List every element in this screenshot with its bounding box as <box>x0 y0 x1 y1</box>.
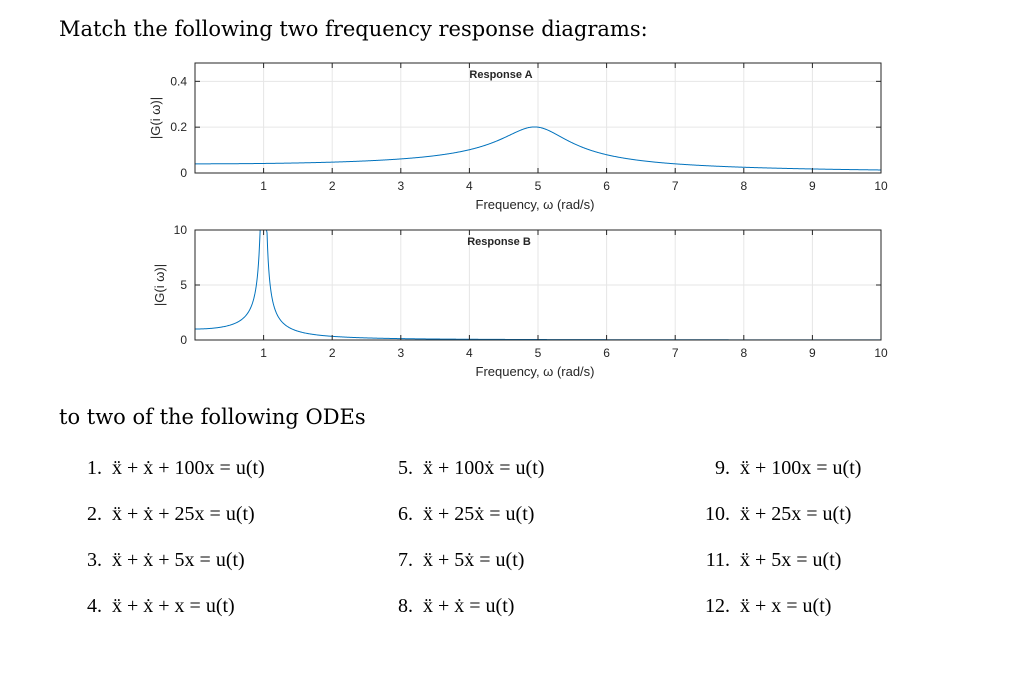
ode-number: 7. <box>398 549 413 571</box>
chart-title: Response B <box>467 236 531 248</box>
x-tick-label: 4 <box>466 346 473 360</box>
y-tick-label: 0 <box>180 166 187 180</box>
x-tick-label: 4 <box>466 179 473 193</box>
x-tick-label: 3 <box>397 346 404 360</box>
ode-equation: ẍ + 5ẋ = u(t) <box>423 549 525 571</box>
chart-a: 1 2 3 4 5 6 7 8 9 10 0 0.2 0.4 Response A Frequency, ω… <box>148 62 888 212</box>
ode-equation: ẍ + ẋ = u(t) <box>423 595 515 617</box>
ode-number: 3. <box>87 549 102 571</box>
chart-title: Response A <box>469 69 532 81</box>
x-tick-label: 9 <box>809 179 816 193</box>
y-axis-label: |G(i ω)| <box>148 97 163 139</box>
ode-equation: ẍ + 5x = u(t) <box>740 549 842 571</box>
ode-number: 1. <box>87 457 102 479</box>
ode-number: 8. <box>398 595 413 617</box>
odes-heading: to two of the following ODEs <box>59 405 366 429</box>
x-tick-label: 2 <box>329 346 336 360</box>
page-heading: Match the following two frequency respon… <box>59 17 648 41</box>
ode-equation: ẍ + ẋ + 100x = u(t) <box>112 457 265 479</box>
x-tick-label: 9 <box>809 346 816 360</box>
x-tick-label: 5 <box>535 346 542 360</box>
ode-number: 6. <box>398 503 413 525</box>
x-tick-label: 2 <box>329 179 336 193</box>
x-axis-label: Frequency, ω (rad/s) <box>476 364 595 379</box>
ode-number: 5. <box>398 457 413 479</box>
x-tick-label: 10 <box>874 179 888 193</box>
x-tick-label: 7 <box>672 179 679 193</box>
x-tick-label: 10 <box>874 346 888 360</box>
ode-number: 2. <box>87 503 102 525</box>
ode-equation: ẍ + x = u(t) <box>740 595 832 617</box>
x-tick-label: 1 <box>260 346 267 360</box>
ode-equation: ẍ + ẋ + 5x = u(t) <box>112 549 245 571</box>
x-tick-label: 6 <box>603 179 610 193</box>
ode-number: 10. <box>705 503 730 525</box>
chart-b: 1 2 3 4 5 6 7 8 9 10 0 5 10 Response B Frequency, ω (r… <box>152 223 888 379</box>
ode-number: 12. <box>705 595 730 617</box>
y-tick-label: 0.4 <box>170 74 187 88</box>
y-tick-label: 0.2 <box>170 120 187 134</box>
x-tick-label: 8 <box>740 179 747 193</box>
y-tick-label: 0 <box>180 333 187 347</box>
ode-number: 11. <box>705 549 730 571</box>
ode-number: 4. <box>87 595 102 617</box>
ode-equation: ẍ + 100ẋ = u(t) <box>423 457 545 479</box>
x-tick-label: 7 <box>672 346 679 360</box>
ode-equation: ẍ + ẋ + 25x = u(t) <box>112 503 255 525</box>
ode-equation: ẍ + ẋ + x = u(t) <box>112 595 235 617</box>
ode-number: 9. <box>715 457 730 479</box>
y-tick-label: 10 <box>174 223 188 237</box>
y-axis-label: |G(i ω)| <box>152 264 167 306</box>
ode-equation: ẍ + 100x = u(t) <box>740 457 862 479</box>
x-tick-label: 1 <box>260 179 267 193</box>
ode-equation: ẍ + 25ẋ = u(t) <box>423 503 535 525</box>
x-tick-label: 6 <box>603 346 610 360</box>
x-tick-label: 5 <box>535 179 542 193</box>
x-tick-label: 3 <box>397 179 404 193</box>
x-tick-label: 8 <box>740 346 747 360</box>
series-line <box>195 126 881 171</box>
ode-equation: ẍ + 25x = u(t) <box>740 503 852 525</box>
x-axis-label: Frequency, ω (rad/s) <box>476 197 595 212</box>
y-tick-label: 5 <box>180 278 187 292</box>
